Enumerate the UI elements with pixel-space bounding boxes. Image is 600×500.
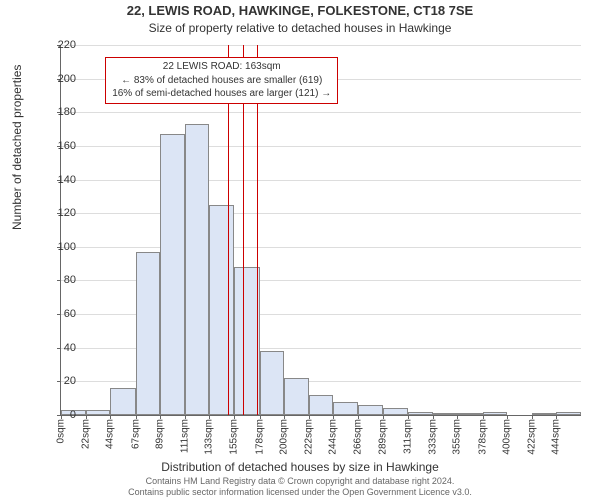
histogram-bar [383,408,408,415]
gridline [61,247,581,248]
xtick-label: 444sqm [551,419,562,455]
info-box-line: 22 LEWIS ROAD: 163sqm [112,60,331,74]
xtick-label: 0sqm [56,419,67,443]
gridline [61,112,581,113]
histogram-bar [408,412,433,415]
histogram-bar [358,405,384,415]
footer-line-1: Contains HM Land Registry data © Crown c… [0,476,600,487]
title-main: 22, LEWIS ROAD, HAWKINGE, FOLKESTONE, CT… [0,3,600,18]
ytick-label: 100 [36,241,76,253]
xtick-label: 200sqm [279,419,290,455]
title-sub: Size of property relative to detached ho… [0,21,600,35]
xtick-label: 155sqm [228,419,239,455]
histogram-bar [185,124,210,415]
histogram-bar [136,252,161,415]
y-axis-label: Number of detached properties [10,65,24,230]
xtick-label: 244sqm [328,419,339,455]
histogram-bar [532,413,557,415]
histogram-bar [209,205,234,415]
xtick-label: 266sqm [352,419,363,455]
ytick-label: 200 [36,73,76,85]
footer-line-2: Contains public sector information licen… [0,487,600,498]
xtick-label: 422sqm [526,419,537,455]
histogram-bar [260,351,285,415]
xtick-label: 67sqm [130,419,141,449]
ytick-label: 80 [36,274,76,286]
ytick-label: 0 [36,409,76,421]
gridline [61,213,581,214]
xtick-label: 178sqm [254,419,265,455]
histogram-bar [234,267,260,415]
xtick-label: 222sqm [303,419,314,455]
xtick-label: 111sqm [179,419,190,453]
histogram-bar [333,402,358,415]
x-axis-label: Distribution of detached houses by size … [0,460,600,474]
info-box-line: ← 83% of detached houses are smaller (61… [112,74,331,88]
histogram-bar [556,412,581,415]
histogram-bar [457,413,483,415]
ytick-label: 20 [36,375,76,387]
histogram-bar [110,388,136,415]
xtick-label: 44sqm [105,419,116,449]
ytick-label: 220 [36,39,76,51]
gridline [61,146,581,147]
ytick-label: 180 [36,106,76,118]
xtick-label: 355sqm [452,419,463,455]
gridline [61,180,581,181]
histogram-bar [86,410,111,415]
ytick-label: 40 [36,342,76,354]
xtick-label: 378sqm [477,419,488,455]
xtick-label: 311sqm [403,419,414,454]
info-box: 22 LEWIS ROAD: 163sqm← 83% of detached h… [105,57,338,104]
ytick-label: 120 [36,207,76,219]
info-box-line: 16% of semi-detached houses are larger (… [112,87,331,101]
ytick-label: 160 [36,140,76,152]
plot-area: 0sqm22sqm44sqm67sqm89sqm111sqm133sqm155s… [60,45,581,416]
ytick-label: 140 [36,174,76,186]
ytick-label: 60 [36,308,76,320]
xtick-label: 289sqm [378,419,389,455]
xtick-label: 89sqm [155,419,166,449]
histogram-bar [433,413,458,415]
attribution-footer: Contains HM Land Registry data © Crown c… [0,476,600,498]
gridline [61,45,581,46]
xtick-label: 400sqm [502,419,513,455]
xtick-label: 22sqm [80,419,91,449]
histogram-bar [309,395,334,415]
xtick-label: 333sqm [427,419,438,455]
histogram-bar [160,134,185,415]
xtick-label: 133sqm [204,419,215,455]
histogram-bar [483,412,508,415]
histogram-bar [284,378,309,415]
